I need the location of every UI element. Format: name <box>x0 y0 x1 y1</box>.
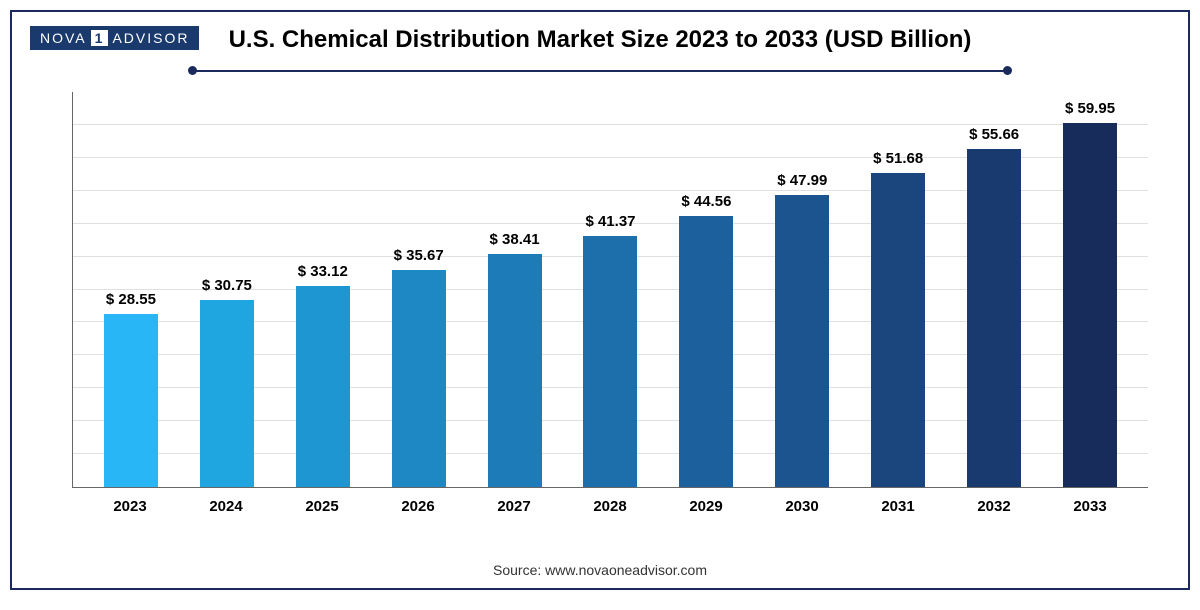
logo-part3: ADVISOR <box>112 30 189 46</box>
bar <box>200 300 254 487</box>
divider-dot-right <box>1003 66 1012 75</box>
bar-value-label: $ 44.56 <box>681 193 731 210</box>
x-axis-label: 2023 <box>82 492 178 518</box>
title-divider <box>192 66 1008 76</box>
bar-value-label: $ 47.99 <box>777 172 827 189</box>
source-text: Source: www.novaoneadvisor.com <box>12 562 1188 578</box>
bar-group: $ 51.68 <box>850 92 946 487</box>
chart-area: $ 28.55 $ 30.75 $ 33.12 $ 35.67 $ 38.41 $ 41.… <box>72 92 1148 518</box>
bar-value-label: $ 33.12 <box>298 263 348 280</box>
bar-value-label: $ 30.75 <box>202 277 252 294</box>
bar <box>871 173 925 487</box>
bar-group: $ 28.55 <box>83 92 179 487</box>
bar-value-label: $ 28.55 <box>106 291 156 308</box>
bar-value-label: $ 41.37 <box>585 213 635 230</box>
bar-group: $ 38.41 <box>467 92 563 487</box>
bar-group: $ 55.66 <box>946 92 1042 487</box>
bars-container: $ 28.55 $ 30.75 $ 33.12 $ 35.67 $ 38.41 $ 41.… <box>73 92 1148 487</box>
bar <box>1063 123 1117 487</box>
bar-group: $ 59.95 <box>1042 92 1138 487</box>
bar-value-label: $ 51.68 <box>873 150 923 167</box>
bar <box>967 149 1021 487</box>
bar-group: $ 44.56 <box>658 92 754 487</box>
bar-value-label: $ 35.67 <box>394 247 444 264</box>
chart-frame: NOVA 1 ADVISOR U.S. Chemical Distributio… <box>10 10 1190 590</box>
logo-part2: 1 <box>91 30 109 46</box>
x-axis-label: 2028 <box>562 492 658 518</box>
bar <box>104 314 158 487</box>
bar <box>392 270 446 487</box>
logo-part1: NOVA <box>40 30 87 46</box>
bar <box>488 254 542 487</box>
x-axis-label: 2029 <box>658 492 754 518</box>
bar-group: $ 33.12 <box>275 92 371 487</box>
bar-group: $ 30.75 <box>179 92 275 487</box>
bar <box>775 195 829 487</box>
bar-group: $ 35.67 <box>371 92 467 487</box>
x-axis-labels: 2023202420252026202720282029203020312032… <box>72 492 1148 518</box>
bar-value-label: $ 59.95 <box>1065 100 1115 117</box>
bar-value-label: $ 55.66 <box>969 126 1019 143</box>
x-axis-label: 2024 <box>178 492 274 518</box>
bar <box>583 236 637 487</box>
divider-line <box>192 70 1008 72</box>
x-axis-label: 2025 <box>274 492 370 518</box>
bar-group: $ 47.99 <box>754 92 850 487</box>
x-axis-label: 2027 <box>466 492 562 518</box>
bar-value-label: $ 38.41 <box>490 231 540 248</box>
bar <box>679 216 733 487</box>
x-axis-label: 2031 <box>850 492 946 518</box>
brand-logo: NOVA 1 ADVISOR <box>30 26 199 50</box>
bar <box>296 286 350 487</box>
x-axis-label: 2030 <box>754 492 850 518</box>
bar-group: $ 41.37 <box>563 92 659 487</box>
x-axis-label: 2026 <box>370 492 466 518</box>
x-axis-label: 2033 <box>1042 492 1138 518</box>
x-axis-label: 2032 <box>946 492 1042 518</box>
plot-region: $ 28.55 $ 30.75 $ 33.12 $ 35.67 $ 38.41 $ 41.… <box>72 92 1148 488</box>
